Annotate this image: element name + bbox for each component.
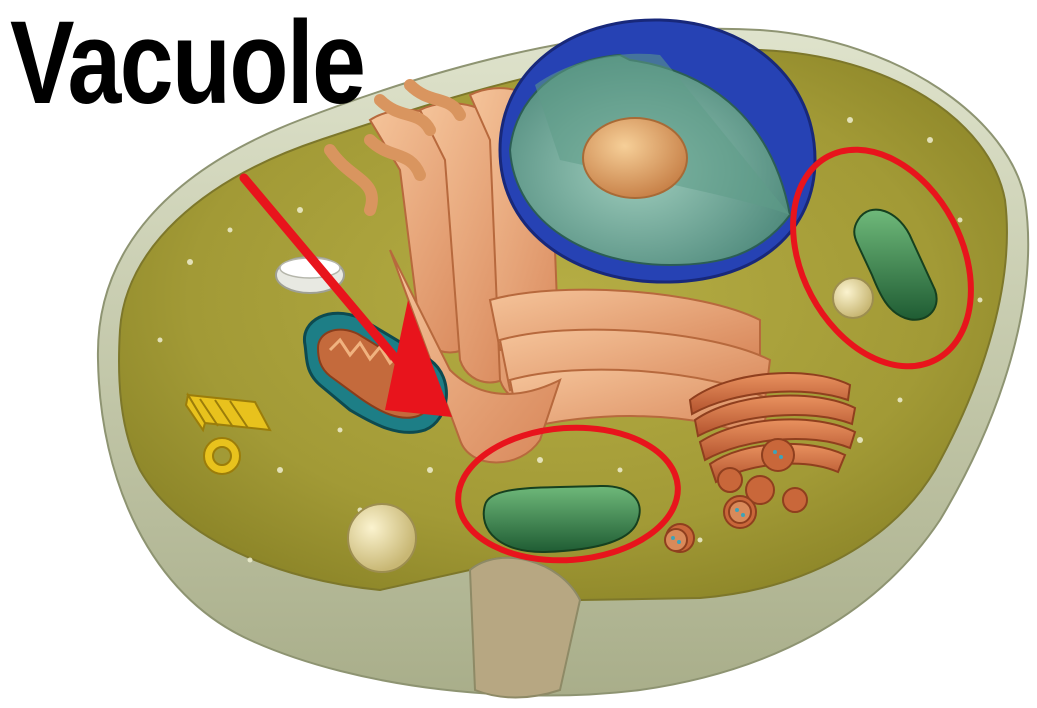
red-circle-right [790,146,974,370]
membrane-notch [468,556,582,699]
vesicle-contents [671,450,783,544]
transport-vesicles [664,500,752,552]
green-organelle-right [853,208,938,321]
red-circle-left [455,424,681,564]
centriole [184,392,272,433]
title-vacuole: Vacuole [10,0,366,129]
centriole-ring [203,437,241,475]
nucleus [498,18,817,284]
red-arrow [239,173,452,417]
endoplasmic-reticulum [368,87,772,464]
peroxisome-sphere [832,277,874,319]
nucleolus [582,117,688,199]
smooth-er-tubules [324,79,466,216]
green-organelle-left [482,484,641,554]
lysosome-sphere [347,503,417,573]
